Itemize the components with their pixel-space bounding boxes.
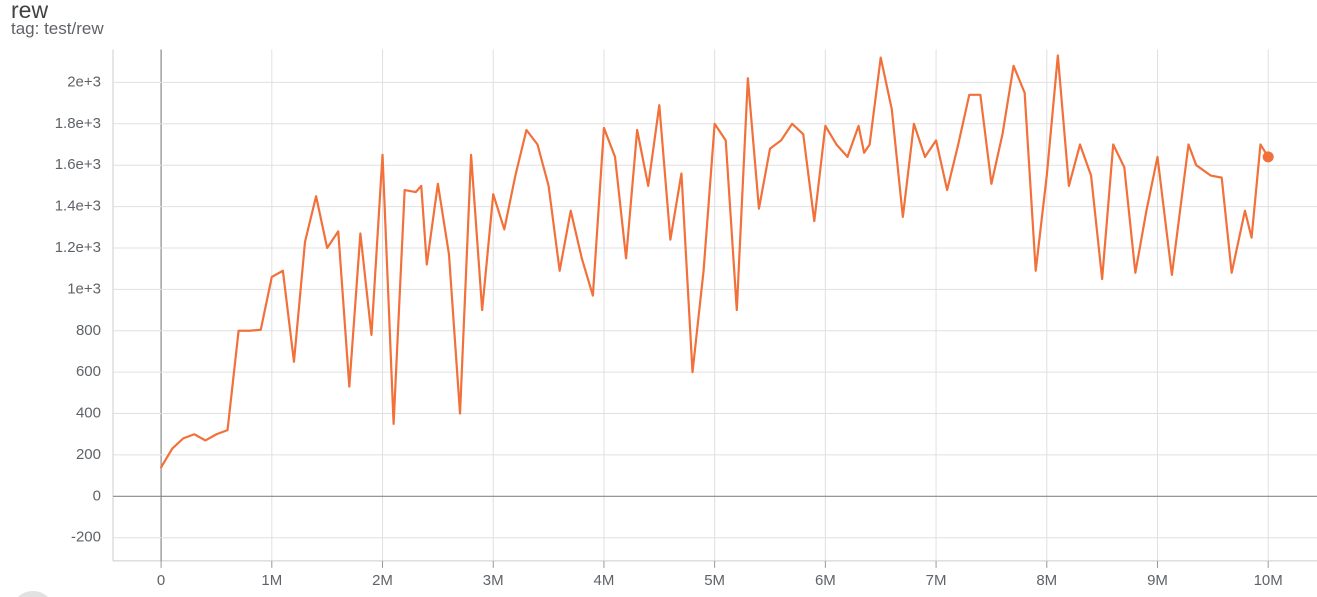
svg-text:6M: 6M [815,572,836,589]
svg-text:0: 0 [157,572,165,589]
svg-text:1e+3: 1e+3 [67,280,101,297]
svg-text:1.6e+3: 1.6e+3 [55,156,101,173]
svg-text:10M: 10M [1254,572,1283,589]
svg-text:9M: 9M [1147,572,1168,589]
svg-text:0: 0 [93,487,101,504]
svg-text:1.8e+3: 1.8e+3 [55,115,101,132]
svg-text:800: 800 [76,322,101,339]
svg-text:4M: 4M [594,572,615,589]
svg-text:1.4e+3: 1.4e+3 [55,198,101,215]
svg-text:2M: 2M [372,572,393,589]
svg-text:1.2e+3: 1.2e+3 [55,239,101,256]
svg-text:1M: 1M [261,572,282,589]
svg-text:-200: -200 [71,529,101,546]
svg-text:400: 400 [76,405,101,422]
svg-text:600: 600 [76,363,101,380]
svg-text:2e+3: 2e+3 [67,73,101,90]
svg-text:5M: 5M [704,572,725,589]
svg-text:7M: 7M [926,572,947,589]
svg-text:200: 200 [76,446,101,463]
svg-text:3M: 3M [483,572,504,589]
svg-text:8M: 8M [1036,572,1057,589]
